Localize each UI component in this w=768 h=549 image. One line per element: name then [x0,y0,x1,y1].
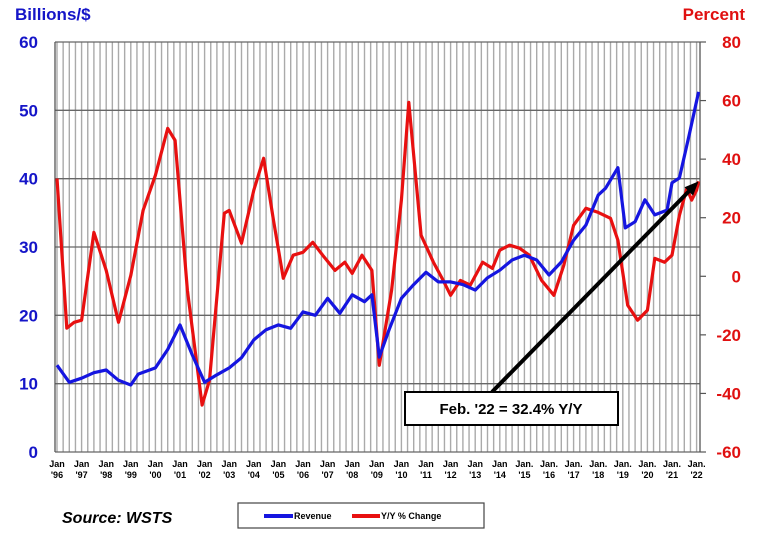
left-axis-ticks: 0 10 20 30 40 50 60 [19,33,38,462]
legend-label-yoy: Y/Y % Change [381,511,441,521]
x-tick-label-year: '15 [518,470,530,480]
x-tick-label-year: '14 [494,470,506,480]
x-tick-label-year: '19 [617,470,629,480]
right-tick-label: -20 [716,326,741,345]
x-tick-label-month: Jan [443,459,459,469]
left-tick-label: 30 [19,238,38,257]
x-tick-label-year: '21 [666,470,678,480]
x-tick-label-month: Jan [295,459,311,469]
x-tick-label-month: Jan. [565,459,583,469]
legend-label-revenue: Revenue [294,511,332,521]
series-lines [55,91,701,407]
x-tick-label-month: Jan [49,459,65,469]
grid [54,41,701,453]
right-tick-label: 0 [732,267,741,286]
right-tick-label: -60 [716,443,741,462]
x-tick-label-year: '16 [543,470,555,480]
annotation-text: Feb. '22 = 32.4% Y/Y [440,401,583,418]
right-tick-label: 60 [722,92,741,111]
x-tick-label-year: '08 [346,470,358,480]
x-tick-label-year: '07 [322,470,334,480]
left-tick-label: 10 [19,375,38,394]
x-tick-label-month: Jan [344,459,360,469]
annotation-arrow [490,189,691,394]
x-tick-label-year: '06 [297,470,309,480]
x-tick-label-year: '12 [445,470,457,480]
x-tick-label-year: '05 [272,470,284,480]
x-tick-label-year: '96 [51,470,63,480]
x-tick-label-month: Jan. [515,459,533,469]
x-tick-label-month: Jan [246,459,262,469]
x-tick-label-month: Jan. [540,459,558,469]
x-tick-label-month: Jan [172,459,188,469]
revenue-line [55,91,701,387]
annotation-box [404,391,619,426]
left-tick-label: 40 [19,170,38,189]
right-tick-label: 80 [722,33,741,52]
x-tick-label-year: '10 [395,470,407,480]
x-tick-label-month: Jan. [614,459,632,469]
x-tick-label-year: '04 [248,470,260,480]
right-tick-label: 40 [722,150,741,169]
right-tick-label: -40 [716,384,741,403]
x-tick-label-month: Jan [148,459,164,469]
annotation-arrowhead [684,181,699,196]
x-tick-label-month: Jan [492,459,508,469]
left-axis-label: Billions/$ [15,5,91,24]
x-tick-label-month: Jan. [638,459,656,469]
x-tick-label-month: Jan. [663,459,681,469]
left-tick-label: 50 [19,101,38,120]
x-tick-label-month: Jan. [589,459,607,469]
x-axis-ticks: Jan'96Jan'97Jan'98Jan'99Jan'00Jan'01Jan'… [49,459,705,480]
yoy-change-line [55,100,701,407]
x-tick-label-month: Jan [320,459,336,469]
x-tick-label-month: Jan [418,459,434,469]
x-tick-label-year: '98 [100,470,112,480]
right-axis-ticks: -60 -40 -20 0 20 40 60 80 [700,33,741,462]
x-tick-label-month: Jan [394,459,410,469]
source-text: Source: WSTS [62,510,173,527]
left-tick-label: 60 [19,33,38,52]
x-tick-label-year: '17 [568,470,580,480]
x-tick-label-year: '11 [420,470,432,480]
x-tick-label-year: '09 [371,470,383,480]
x-tick-label-year: '97 [76,470,88,480]
x-tick-label-year: '22 [691,470,703,480]
x-tick-label-year: '99 [125,470,137,480]
right-tick-label: 20 [722,209,741,228]
x-tick-label-month: Jan [369,459,385,469]
right-axis-label: Percent [683,5,746,24]
x-tick-label-month: Jan. [688,459,706,469]
legend: Revenue Y/Y % Change [237,502,485,529]
x-tick-label-month: Jan [98,459,114,469]
x-tick-label-year: '18 [592,470,604,480]
left-tick-label: 0 [29,443,38,462]
x-tick-label-month: Jan [467,459,483,469]
x-tick-label-month: Jan [221,459,237,469]
x-tick-label-month: Jan [74,459,90,469]
x-tick-label-year: '00 [149,470,161,480]
x-tick-label-year: '02 [199,470,211,480]
x-tick-label-year: '20 [641,470,653,480]
x-tick-label-year: '01 [174,470,186,480]
left-tick-label: 20 [19,306,38,325]
x-tick-label-year: '13 [469,470,481,480]
x-tick-label-month: Jan [271,459,287,469]
x-tick-label-month: Jan [123,459,139,469]
x-tick-label-month: Jan [197,459,213,469]
x-tick-label-year: '03 [223,470,235,480]
